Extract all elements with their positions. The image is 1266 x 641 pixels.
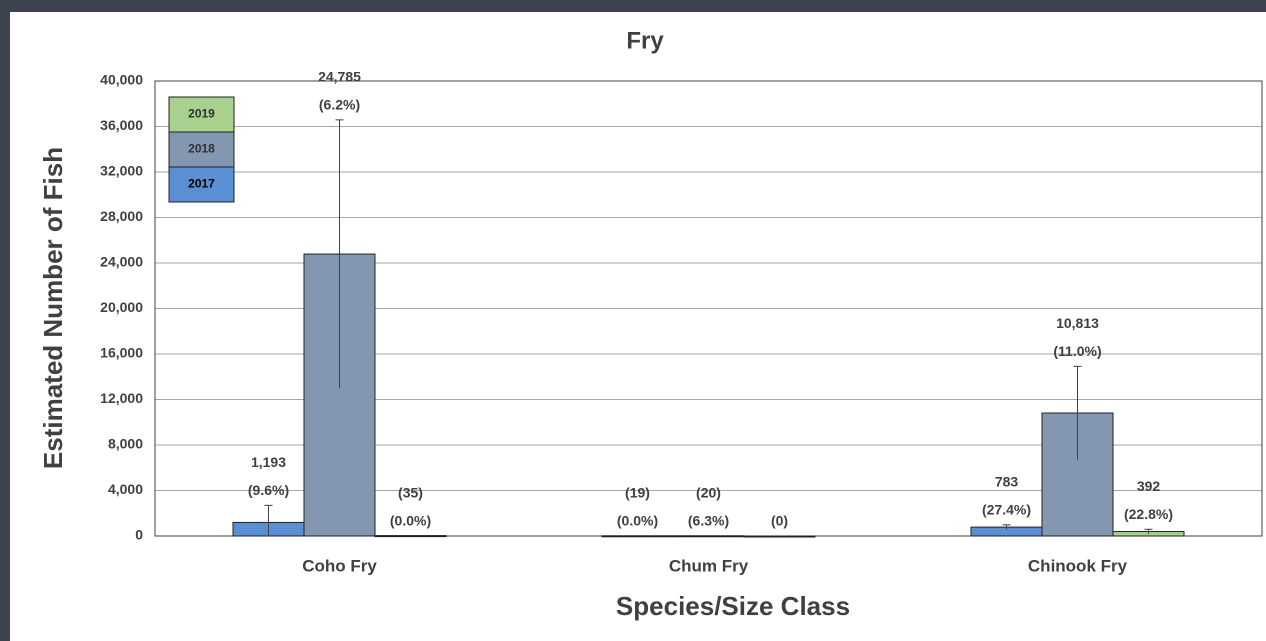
- legend-label: 2018: [188, 142, 215, 156]
- bar: [743, 535, 816, 538]
- y-tick-label: 0: [135, 527, 143, 543]
- y-tick-label: 12,000: [100, 390, 143, 406]
- y-axis-label: Estimated Number of Fish: [38, 147, 68, 469]
- percent-label: (11.0%): [1053, 343, 1101, 359]
- value-label: (20): [696, 484, 721, 500]
- value-label: 10,813: [1056, 315, 1099, 331]
- x-tick-label: Chum Fry: [669, 556, 749, 575]
- legend-swatch: [168, 166, 235, 203]
- bar: [374, 535, 447, 538]
- x-tick-label: Chinook Fry: [1028, 556, 1128, 575]
- y-tick-label: 28,000: [100, 208, 143, 224]
- legend-swatch: [168, 131, 235, 168]
- legend-label: 2019: [188, 107, 215, 121]
- chart-title: Fry: [626, 27, 664, 54]
- legend-swatch: [168, 96, 235, 133]
- percent-label: (27.4%): [982, 502, 1031, 518]
- value-label: (19): [625, 484, 650, 500]
- legend-label: 2017: [188, 177, 215, 191]
- percent-label: (6.2%): [319, 97, 360, 113]
- y-tick-label: 36,000: [100, 117, 143, 133]
- y-tick-label: 40,000: [100, 72, 143, 88]
- percent-label: (9.6%): [248, 482, 289, 498]
- x-tick-label: Coho Fry: [302, 556, 377, 575]
- percent-label: (6.3%): [688, 512, 729, 528]
- value-label: 783: [995, 474, 1019, 490]
- y-tick-label: 8,000: [108, 436, 143, 452]
- y-tick-label: 16,000: [100, 345, 143, 361]
- value-label: 392: [1137, 478, 1161, 494]
- bar: [672, 535, 745, 538]
- bar: [601, 535, 674, 538]
- percent-label: (0.0%): [617, 512, 658, 528]
- y-tick-label: 20,000: [100, 299, 143, 315]
- y-tick-label: 32,000: [100, 163, 143, 179]
- y-tick-label: 4,000: [108, 481, 143, 497]
- value-label: 24,785: [318, 69, 361, 85]
- percent-label: (0.0%): [390, 512, 431, 528]
- value-label: (35): [398, 484, 423, 500]
- percent-label: (22.8%): [1124, 506, 1173, 522]
- value-label: (0): [771, 513, 788, 529]
- x-axis-label: Species/Size Class: [616, 591, 850, 621]
- value-label: 1,193: [251, 454, 286, 470]
- y-tick-label: 24,000: [100, 254, 143, 270]
